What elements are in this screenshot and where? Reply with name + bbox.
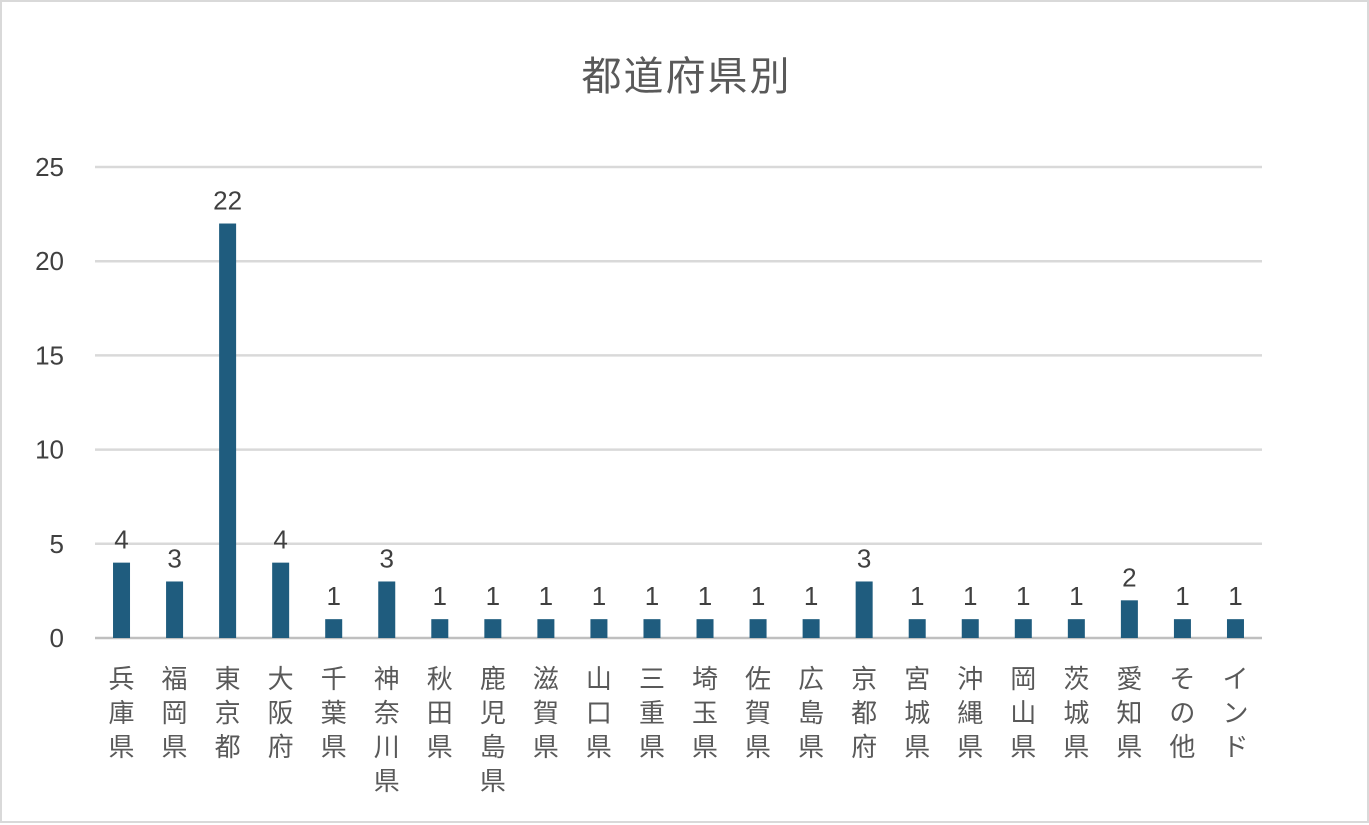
data-label: 1	[592, 581, 606, 611]
x-category-label: 宮城県	[904, 665, 930, 763]
bar	[802, 619, 820, 638]
data-label: 1	[804, 581, 818, 611]
bar	[749, 619, 767, 638]
bar	[378, 581, 396, 638]
bar	[643, 619, 661, 638]
x-category-label: 滋賀県	[533, 665, 559, 763]
bar	[961, 619, 979, 638]
bar	[219, 223, 237, 638]
chart-title: 都道府県別	[581, 54, 792, 100]
x-category-label: 岡山県	[1010, 665, 1036, 763]
data-label: 1	[486, 581, 500, 611]
y-tick-label: 15	[35, 340, 64, 370]
y-tick-label: 20	[35, 246, 64, 276]
x-category-label: その他	[1169, 665, 1195, 763]
bar	[325, 619, 343, 638]
x-category-label: 神奈川県	[374, 665, 400, 797]
y-tick-label: 5	[50, 529, 64, 559]
bar	[1120, 600, 1138, 638]
x-category-label: 山口県	[586, 665, 612, 763]
data-label: 1	[910, 581, 924, 611]
x-category-label: 広島県	[798, 665, 824, 763]
x-category-label: 東京都	[215, 665, 241, 763]
data-label: 1	[698, 581, 712, 611]
x-category-label: 愛知県	[1116, 665, 1142, 763]
x-category-label: 鹿児島県	[480, 665, 506, 797]
y-tick-label: 0	[50, 623, 64, 653]
bar	[166, 581, 184, 638]
data-label: 1	[645, 581, 659, 611]
bars	[113, 223, 1244, 638]
x-category-label: 大阪府	[268, 665, 294, 763]
data-label: 1	[1228, 581, 1242, 611]
data-label: 1	[326, 581, 340, 611]
data-label: 3	[857, 543, 871, 573]
y-tick-label: 25	[35, 152, 64, 182]
bar	[1226, 619, 1244, 638]
x-category-label: 埼玉県	[692, 665, 718, 763]
bar	[113, 562, 131, 638]
data-label: 1	[433, 581, 447, 611]
data-label: 1	[1016, 581, 1030, 611]
x-category-label: 千葉県	[321, 665, 347, 763]
y-tick-label: 10	[35, 435, 64, 465]
y-axis-ticks: 0 5 10 15 20 25	[35, 152, 64, 653]
x-category-label: 沖縄県	[957, 665, 983, 763]
bar	[1067, 619, 1085, 638]
x-category-label: インド	[1222, 665, 1248, 763]
data-label: 22	[213, 186, 242, 216]
bar	[272, 562, 290, 638]
bar	[908, 619, 926, 638]
bar	[855, 581, 873, 638]
data-label: 1	[751, 581, 765, 611]
x-category-label: 秋田県	[427, 665, 453, 763]
x-category-label: 京都府	[851, 665, 877, 763]
bar	[590, 619, 608, 638]
bar	[537, 619, 555, 638]
x-axis-categories: 兵庫県 福岡県 東京都 大阪府 千葉県 神奈川県 秋田県 鹿児島県 滋賀県 山口県 三重県 埼玉県 佐賀…	[109, 665, 1249, 797]
bar	[484, 619, 502, 638]
data-label: 1	[1069, 581, 1083, 611]
data-label: 4	[273, 525, 287, 555]
bar	[1173, 619, 1191, 638]
bar	[1014, 619, 1032, 638]
data-label: 2	[1122, 562, 1136, 592]
bar	[696, 619, 714, 638]
data-label: 3	[167, 543, 181, 573]
data-label: 4	[114, 525, 128, 555]
data-label: 1	[963, 581, 977, 611]
data-label: 1	[539, 581, 553, 611]
gridlines	[95, 165, 1262, 640]
data-label: 1	[1175, 581, 1189, 611]
x-category-label: 茨城県	[1063, 665, 1089, 763]
x-category-label: 三重県	[639, 665, 665, 763]
x-category-label: 兵庫県	[109, 665, 135, 763]
data-label: 3	[380, 543, 394, 573]
x-category-label: 佐賀県	[745, 665, 771, 763]
x-category-label: 福岡県	[162, 665, 188, 763]
bar	[431, 619, 449, 638]
